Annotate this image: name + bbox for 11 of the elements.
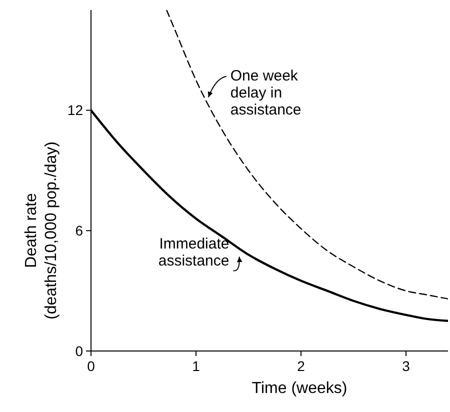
y-axis-title: Death rate (deaths/10,000 pop./day) [23,142,60,320]
x-axis-title: Time (weeks) [252,380,348,397]
x-tick-label: 2 [297,358,306,374]
x-tick-label: 1 [192,358,200,374]
x-tick-label: 0 [87,358,96,374]
annotation: One week delay in assistance [230,67,302,118]
y-tick-label: 6 [75,222,84,239]
annotation: Immediate assistance [158,236,230,270]
y-tick-label: 12 [67,102,84,118]
y-tick-label: 0 [75,342,84,359]
x-tick-label: 3 [402,358,410,374]
